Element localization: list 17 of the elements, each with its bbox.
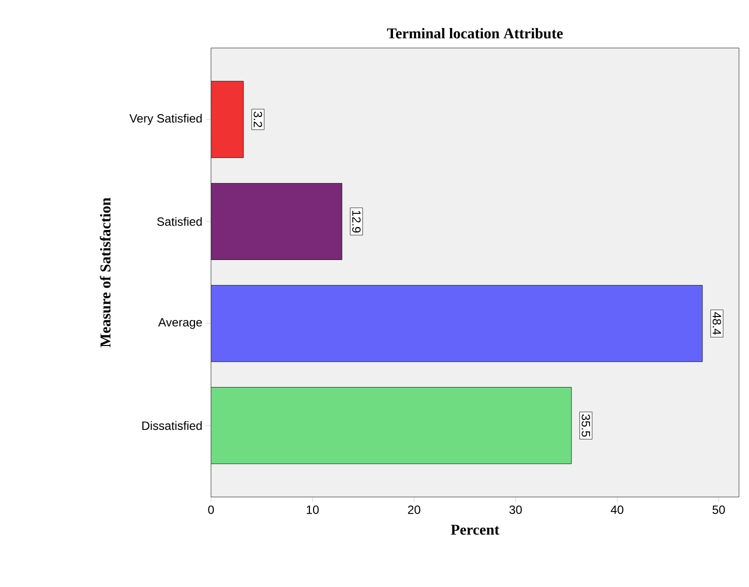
y-tick-label: Dissatisfied xyxy=(142,421,202,430)
y-tick-label: Very Satisfied xyxy=(129,114,202,125)
y-tick-label: Average xyxy=(158,318,202,329)
data-label: 35.5 xyxy=(582,414,590,437)
y-tick-label: Satisfied xyxy=(157,217,202,226)
x-axis-title: Percent xyxy=(450,524,500,535)
data-label: 48.4 xyxy=(712,312,722,335)
x-tick-label: 20 xyxy=(408,506,420,514)
chart-title: Terminal location Attribute xyxy=(387,28,563,38)
x-tick-label: 40 xyxy=(610,506,624,514)
x-tick-label: 30 xyxy=(509,506,522,514)
data-label: 3.2 xyxy=(254,112,262,128)
x-tick-label: 50 xyxy=(712,506,725,514)
data-label: 12.9 xyxy=(352,210,361,233)
x-tick-label: 0 xyxy=(208,506,214,514)
y-axis-title: Measure of Satisfaction xyxy=(100,198,111,348)
x-tick-label: 10 xyxy=(306,506,319,514)
